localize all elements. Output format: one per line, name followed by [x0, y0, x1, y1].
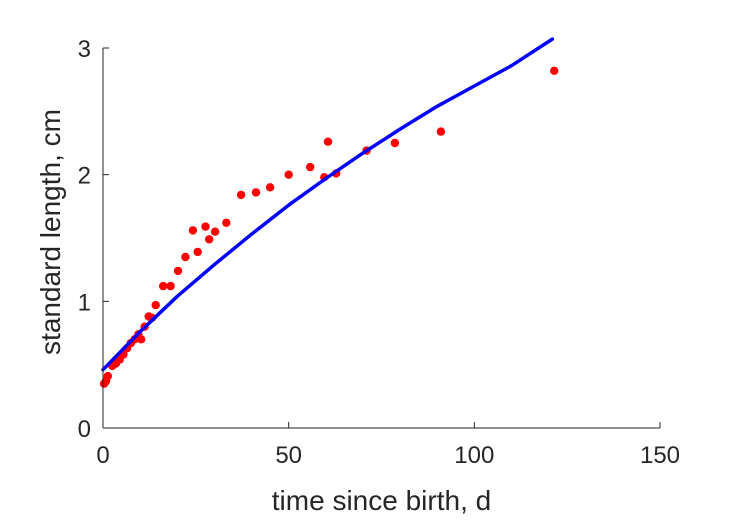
data-point — [173, 266, 183, 276]
data-point — [201, 222, 210, 231]
data-point — [181, 252, 190, 262]
data-point — [236, 190, 246, 200]
axes: 0 50 100 150 0 1 2 3 — [78, 36, 680, 469]
data-point — [284, 170, 293, 179]
data-point — [166, 281, 175, 291]
data-point — [265, 183, 275, 192]
data-point — [550, 66, 559, 76]
data-point — [151, 300, 160, 310]
x-tick-label: 150 — [640, 442, 680, 469]
x-axis-label: time since birth, d — [272, 485, 491, 516]
data-point — [193, 247, 202, 257]
data-point — [436, 127, 446, 136]
data-point — [159, 281, 168, 291]
x-tick-label: 100 — [454, 442, 494, 469]
x-tick-label: 0 — [96, 442, 109, 469]
data-point — [137, 335, 146, 344]
data-point — [210, 227, 220, 236]
data-point — [306, 162, 315, 172]
y-tick-label: 1 — [78, 289, 91, 316]
data-point — [188, 226, 198, 235]
data-point — [103, 371, 113, 381]
data-point — [222, 218, 231, 227]
y-tick-label: 3 — [78, 36, 91, 63]
x-tick-label: 50 — [275, 442, 302, 469]
y-tick-label: 0 — [78, 416, 91, 443]
y-tick-label: 2 — [78, 163, 91, 190]
data-point — [323, 137, 333, 146]
data-point — [390, 138, 400, 148]
plot-area — [99, 37, 559, 388]
fit-line — [101, 37, 555, 372]
data-point — [251, 188, 261, 197]
data-point — [205, 235, 214, 244]
y-axis-label: standard length, cm — [35, 109, 66, 355]
